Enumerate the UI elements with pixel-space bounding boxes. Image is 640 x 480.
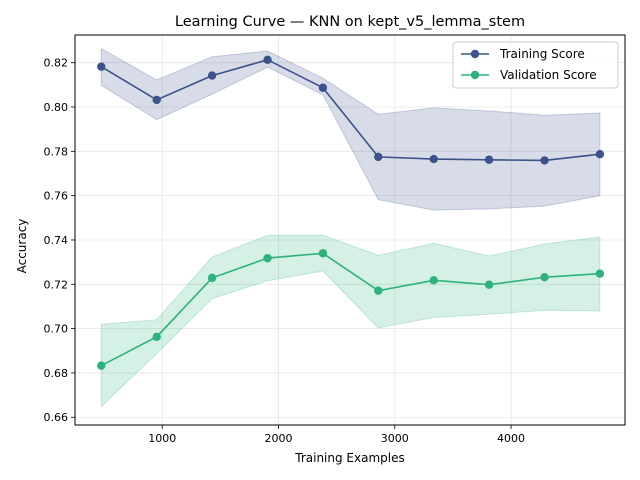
legend-box — [452, 41, 619, 89]
x-axis-label: Training Examples — [294, 451, 404, 465]
y-tick-label: 0.66 — [44, 411, 69, 424]
axis-ticks: 1000 2000 3000 4000 0.66 0.68 0.70 0.72 0.74 0.76… — [44, 57, 526, 445]
validation-score-line — [100, 252, 600, 367]
x-tick-label: 1000 — [148, 432, 176, 445]
validation-score-point — [207, 273, 217, 283]
x-tick-label: 2000 — [264, 432, 292, 445]
validation-score-point — [429, 276, 438, 285]
x-tick-label: 4000 — [497, 432, 525, 445]
training-score-point — [540, 156, 549, 165]
training-score-line — [100, 58, 600, 162]
plot-frame — [74, 34, 626, 426]
validation-score-point — [374, 286, 383, 295]
validation-score-band — [100, 234, 601, 408]
training-score-band — [100, 47, 601, 211]
validation-score-point — [152, 332, 161, 342]
validation-score-point — [595, 269, 605, 278]
legend: Training Score Validation Score — [452, 41, 619, 89]
validation-score-point — [318, 249, 328, 258]
validation-score-point — [97, 361, 106, 370]
y-tick-label: 0.70 — [44, 323, 69, 336]
validation-score-point — [484, 280, 494, 289]
y-tick-label: 0.80 — [44, 101, 69, 114]
training-score-point — [374, 152, 383, 162]
training-score-point — [595, 150, 605, 159]
validation-score-point — [263, 253, 272, 263]
validation-score-legend-label: Validation Score — [500, 68, 597, 82]
validation-score-legend-marker — [470, 70, 480, 80]
validation-score-point — [540, 272, 549, 282]
series-points — [97, 55, 605, 370]
training-score-point — [429, 154, 438, 164]
series-lines — [100, 58, 600, 367]
confidence-bands — [100, 47, 601, 408]
chart-title: Learning Curve — KNN on kept_v5_lemma_st… — [175, 14, 525, 30]
training-score-legend-label: Training Score — [499, 47, 585, 61]
training-score-point — [97, 62, 106, 71]
training-score-legend-marker — [470, 49, 480, 59]
training-score-point — [318, 83, 328, 92]
training-score-point — [263, 55, 272, 65]
y-tick-label: 0.68 — [44, 367, 69, 380]
training-score-point — [207, 71, 217, 80]
training-score-point — [152, 95, 161, 105]
y-tick-label: 0.72 — [44, 278, 69, 291]
y-tick-label: 0.74 — [44, 234, 69, 247]
training-score-point — [484, 155, 494, 164]
y-tick-label: 0.78 — [44, 145, 69, 158]
y-tick-label: 0.82 — [44, 57, 69, 70]
x-tick-label: 3000 — [381, 432, 409, 445]
y-tick-label: 0.76 — [44, 190, 69, 203]
y-axis-label: Accuracy — [15, 219, 29, 274]
